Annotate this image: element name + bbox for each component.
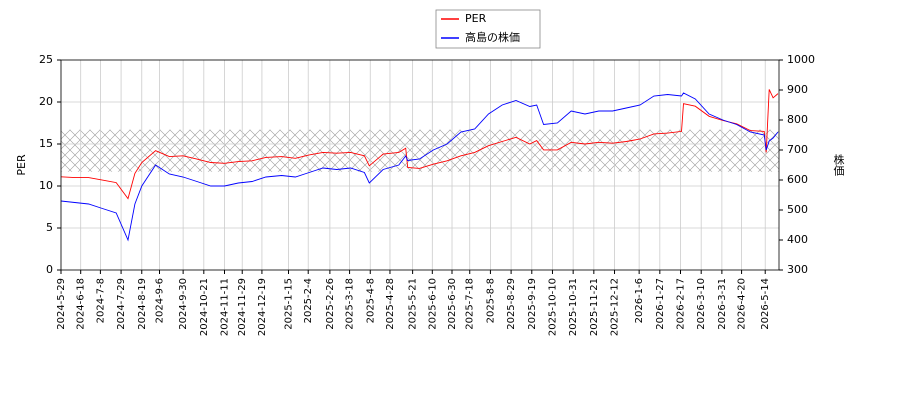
legend-label: PER	[465, 12, 487, 25]
x-tick-label: 2024-11-11	[219, 278, 230, 336]
x-tick-label: 2024-7-29	[116, 278, 127, 330]
y2-tick-label: 900	[787, 83, 808, 96]
x-tick-label: 2025-1-15	[284, 278, 295, 330]
x-tick-label: 2024-8-19	[137, 278, 148, 330]
x-tick-label: 2026-1-27	[655, 278, 666, 330]
y-tick-label: 10	[39, 179, 53, 192]
x-tick-label: 2024-6-18	[76, 278, 87, 330]
series-line	[60, 92, 779, 242]
shaded-range	[61, 129, 779, 172]
x-tick-label: 2024-9-30	[178, 278, 189, 330]
x-tick-label: 2025-2-26	[325, 278, 336, 330]
x-tick-label: 2025-6-30	[447, 278, 458, 330]
x-tick-label: 2025-7-18	[465, 278, 476, 330]
series-line	[60, 89, 779, 200]
y2-tick-label: 600	[787, 173, 808, 186]
y-axis-label: PER	[15, 154, 28, 176]
y2-axis-label: 株価	[832, 153, 845, 176]
y-tick-label: 25	[39, 53, 53, 66]
x-tick-label: 2025-2-4	[303, 278, 314, 323]
x-tick-label: 2026-4-20	[737, 278, 748, 330]
x-tick-label: 2024-10-21	[199, 278, 210, 336]
y2-tick-label: 300	[787, 263, 808, 276]
x-tick-label: 2026-2-17	[676, 278, 687, 330]
x-tick-label: 2025-10-10	[547, 278, 558, 336]
x-tick-label: 2026-3-31	[717, 278, 728, 330]
y2-tick-label: 1000	[787, 53, 815, 66]
y2-tick-label: 700	[787, 143, 808, 156]
x-tick-label: 2025-8-8	[485, 278, 496, 323]
y2-tick-label: 800	[787, 113, 808, 126]
x-tick-label: 2025-8-29	[506, 278, 517, 330]
y-tick-label: 15	[39, 137, 53, 150]
legend-label: 高島の株価	[465, 30, 520, 44]
x-tick-label: 2026-5-14	[760, 278, 771, 330]
y-tick-label: 0	[46, 263, 53, 276]
plot-frame	[60, 59, 780, 271]
x-tick-label: 2026-3-10	[696, 278, 707, 330]
x-tick-label: 2024-7-8	[95, 278, 106, 323]
x-tick-label: 2025-9-19	[527, 278, 538, 330]
x-tick-label: 2026-1-6	[634, 278, 645, 323]
y-tick-label: 20	[39, 95, 53, 108]
x-tick-label: 2025-12-12	[610, 278, 621, 336]
x-tick-label: 2025-10-31	[568, 278, 579, 336]
x-tick-label: 2024-11-29	[237, 278, 248, 336]
x-tick-label: 2025-4-8	[365, 278, 376, 323]
x-tick-label: 2025-3-18	[345, 278, 356, 330]
x-tick-label: 2025-5-21	[408, 278, 419, 330]
x-tick-label: 2025-11-21	[589, 278, 600, 336]
legend	[435, 9, 541, 49]
x-tick-label: 2024-5-29	[56, 278, 67, 330]
x-tick-label: 2025-4-28	[385, 278, 396, 330]
y2-tick-label: 400	[787, 233, 808, 246]
y-tick-label: 5	[46, 221, 53, 234]
y2-tick-label: 500	[787, 203, 808, 216]
x-tick-label: 2024-9-6	[154, 278, 165, 323]
x-tick-label: 2025-6-10	[427, 278, 438, 330]
x-tick-label: 2024-12-19	[257, 278, 268, 336]
